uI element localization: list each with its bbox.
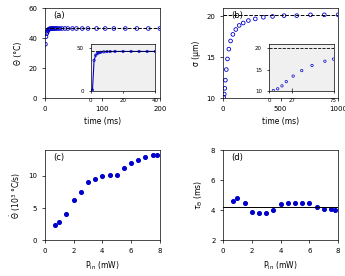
X-axis label: P$_\mathrm{in}$ (mW): P$_\mathrm{in}$ (mW): [263, 259, 298, 272]
Point: [221, 92, 227, 96]
Point: [53, 26, 59, 31]
Point: [44, 31, 49, 36]
Point: [85, 180, 91, 185]
Point: [335, 13, 341, 17]
Point: [79, 26, 85, 31]
Point: [307, 200, 312, 205]
Point: [111, 26, 117, 31]
Point: [233, 27, 238, 32]
Point: [242, 200, 247, 205]
Point: [228, 39, 233, 43]
Point: [50, 26, 56, 31]
Y-axis label: $\dot{\Theta}$ (10$^3$ °C/s): $\dot{\Theta}$ (10$^3$ °C/s): [8, 172, 23, 219]
Point: [49, 26, 55, 31]
Point: [299, 200, 305, 205]
Text: (a): (a): [53, 11, 65, 20]
Point: [46, 28, 51, 32]
Point: [271, 208, 276, 212]
Point: [256, 211, 262, 215]
Point: [62, 26, 68, 31]
Point: [71, 197, 76, 202]
Point: [281, 14, 287, 18]
Point: [64, 212, 69, 216]
Point: [92, 176, 98, 181]
Point: [230, 199, 236, 203]
Point: [285, 200, 290, 205]
Y-axis label: Θ (°C): Θ (°C): [14, 41, 23, 65]
Point: [253, 17, 258, 21]
Point: [225, 57, 230, 61]
Point: [322, 13, 327, 17]
Point: [230, 32, 236, 37]
Point: [114, 172, 119, 177]
Point: [221, 95, 226, 100]
Point: [102, 26, 108, 31]
Point: [51, 26, 57, 31]
Point: [146, 26, 151, 31]
Point: [121, 166, 127, 171]
Point: [157, 26, 162, 31]
Point: [222, 86, 228, 91]
Point: [246, 18, 251, 23]
Point: [136, 158, 141, 162]
Point: [94, 26, 99, 31]
X-axis label: time (ms): time (ms): [262, 117, 299, 126]
Point: [264, 211, 269, 215]
Point: [328, 206, 334, 211]
Point: [47, 27, 52, 31]
Point: [236, 23, 242, 28]
Text: (d): (d): [231, 153, 243, 162]
Point: [292, 200, 298, 205]
Point: [224, 67, 229, 72]
Point: [278, 202, 283, 206]
Point: [128, 161, 134, 165]
Point: [57, 26, 62, 31]
Point: [48, 26, 53, 31]
Point: [314, 205, 319, 209]
Point: [107, 173, 112, 177]
Point: [47, 26, 53, 31]
Point: [143, 155, 148, 159]
Text: (c): (c): [53, 153, 64, 162]
Point: [52, 223, 58, 228]
Point: [78, 190, 83, 194]
Point: [260, 15, 266, 20]
Point: [150, 153, 156, 158]
Point: [46, 27, 52, 31]
Point: [52, 26, 58, 31]
Y-axis label: σ (μm): σ (μm): [192, 41, 201, 66]
Point: [154, 153, 160, 157]
Point: [43, 34, 49, 39]
Point: [134, 26, 140, 31]
X-axis label: P$_\mathrm{in}$ (mW): P$_\mathrm{in}$ (mW): [85, 259, 120, 272]
Y-axis label: $\tau_{\Theta}$ (ms): $\tau_{\Theta}$ (ms): [193, 180, 205, 210]
Point: [45, 30, 50, 34]
Point: [321, 206, 326, 211]
Point: [223, 78, 228, 82]
Point: [55, 26, 61, 31]
Point: [333, 208, 338, 212]
Point: [226, 47, 231, 51]
Point: [294, 14, 299, 18]
Point: [270, 14, 275, 19]
Point: [74, 26, 79, 31]
Point: [70, 26, 75, 31]
Point: [45, 28, 50, 33]
Point: [59, 26, 65, 31]
Point: [308, 13, 313, 17]
Point: [85, 26, 91, 31]
Point: [100, 174, 105, 178]
Point: [240, 21, 246, 25]
X-axis label: time (ms): time (ms): [84, 117, 121, 126]
Point: [57, 220, 62, 224]
Point: [249, 209, 255, 214]
Point: [43, 42, 48, 46]
Point: [65, 26, 71, 31]
Point: [122, 26, 128, 31]
Point: [235, 196, 240, 200]
Text: (b): (b): [231, 11, 243, 20]
